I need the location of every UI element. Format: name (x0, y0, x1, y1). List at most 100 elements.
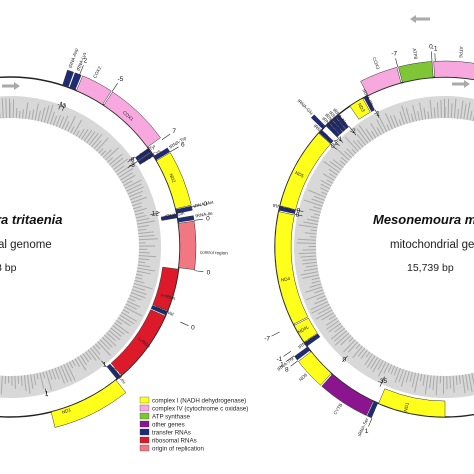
gc-skew-tick (61, 115, 69, 130)
gene-label: ATP6 (458, 46, 464, 58)
gc-skew-tick (419, 102, 424, 121)
gc-skew-tick (303, 221, 319, 226)
gc-skew-tick (298, 224, 318, 229)
spacer-tick (127, 156, 136, 163)
gc-skew-tick (138, 234, 155, 238)
gc-skew-tick (364, 353, 373, 366)
spacer-tick (194, 218, 204, 221)
gc-skew-tick (414, 373, 420, 393)
gc-skew-tick (137, 228, 147, 231)
gc-skew-tick (436, 102, 439, 119)
legend-item: ATP synthase (139, 412, 191, 421)
gc-skew-tick (297, 238, 317, 241)
gc-skew-tick (320, 179, 332, 187)
spacer-tick (101, 360, 107, 368)
gc-skew-tick (313, 213, 321, 216)
gc-skew-tick (138, 255, 157, 258)
gc-skew-tick (347, 341, 359, 353)
gc-skew-tick (352, 140, 362, 150)
gc-skew-tick (306, 218, 319, 222)
legend-item: complex IV (cytochrome c oxidase) (139, 404, 248, 413)
gc-skew-tick (323, 161, 340, 174)
gc-skew-tick (309, 283, 322, 288)
gc-skew-tick (128, 190, 143, 198)
gc-skew-tick (378, 361, 387, 377)
gc-skew-tick (132, 202, 142, 207)
gc-skew-tick (315, 309, 333, 320)
gc-skew-tick (393, 114, 399, 127)
gc-skew-tick (123, 180, 133, 187)
gc-skew-tick (326, 179, 334, 184)
gene-trna-gln (160, 213, 178, 221)
gene-label: tRNA-Asp (68, 47, 80, 68)
gc-skew-tick (358, 125, 372, 142)
gc-skew-tick (468, 373, 473, 392)
gc-skew-tick (351, 148, 357, 154)
gc-skew-tick (25, 102, 29, 120)
gene-l-rrna (110, 309, 166, 376)
gc-skew-tick (125, 303, 138, 310)
gene-trna-his (278, 206, 296, 214)
gc-skew-tick (57, 366, 65, 384)
gc-skew-tick (303, 268, 318, 272)
gc-skew-tick (77, 356, 87, 371)
gc-skew-tick (45, 370, 52, 390)
spacer-number: 0 (207, 269, 211, 276)
gc-skew-tick (22, 109, 24, 119)
gc-skew-tick (398, 368, 404, 383)
gc-skew-tick (88, 132, 99, 146)
gc-skew-tick (376, 127, 382, 136)
gc-skew-tick (423, 107, 427, 120)
gene-label: tRNA-Ile (195, 211, 213, 219)
gene-label: COX3 (371, 57, 380, 71)
spacer-tick (111, 83, 118, 92)
gc-skew-tick (334, 325, 344, 333)
gc-skew-tick (452, 375, 455, 393)
spacer-tick (127, 160, 138, 169)
gc-skew-tick (104, 147, 119, 161)
gc-skew-tick (82, 353, 89, 362)
gc-skew-tick (328, 168, 339, 176)
gene-trna-pro (304, 333, 321, 347)
gc-skew-tick (86, 131, 96, 144)
gc-skew-tick (326, 320, 340, 330)
spacer-tick (290, 360, 299, 367)
gc-skew-tick (302, 274, 320, 279)
gc-skew-tick (320, 187, 329, 193)
gc-skew-tick (314, 289, 324, 294)
gc-skew-tick (417, 111, 420, 121)
gc-skew-tick (78, 128, 85, 139)
gc-skew-tick (72, 119, 83, 135)
gc-skew-tick (133, 282, 153, 290)
gc-skew-tick (344, 150, 352, 159)
gene-trna-cys (137, 152, 154, 165)
right-top-direction-arrow-icon (410, 15, 430, 23)
gc-skew-tick (114, 165, 125, 173)
legend-label: complex I (NADH dehydrogenase) (152, 398, 246, 405)
gc-skew-tick (119, 314, 135, 325)
gc-skew-tick (465, 374, 469, 391)
gc-skew-tick (121, 311, 138, 322)
gc-skew-tick (52, 115, 58, 126)
spacer-tick (395, 58, 399, 68)
spacer-number: 0 (343, 357, 347, 364)
gc-skew-tick (305, 264, 318, 268)
gc-skew-tick (49, 111, 55, 125)
spacer-number: 2 (334, 139, 338, 146)
spacer-number: 0 (62, 103, 66, 110)
gc-skew-tick (321, 312, 335, 321)
gc-skew-tick (328, 322, 342, 333)
gc-skew-tick (370, 122, 379, 137)
gc-skew-tick (440, 99, 442, 119)
gc-skew-tick (94, 343, 101, 350)
gc-skew-tick (117, 317, 131, 327)
gc-skew-tick (335, 147, 350, 161)
gc-skew-tick (460, 100, 464, 120)
spacer-tick (295, 209, 304, 212)
gene-label: ND6 (298, 372, 308, 382)
gc-skew-tick (133, 207, 147, 213)
gc-skew-tick (106, 332, 116, 342)
gene-nd6 (298, 351, 332, 386)
gc-skew-tick (370, 356, 379, 370)
spacer-number: 1 (45, 391, 49, 398)
